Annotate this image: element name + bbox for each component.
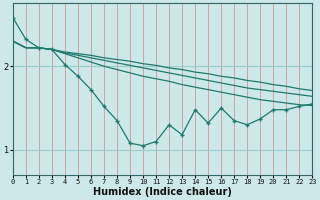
X-axis label: Humidex (Indice chaleur): Humidex (Indice chaleur) xyxy=(93,187,232,197)
